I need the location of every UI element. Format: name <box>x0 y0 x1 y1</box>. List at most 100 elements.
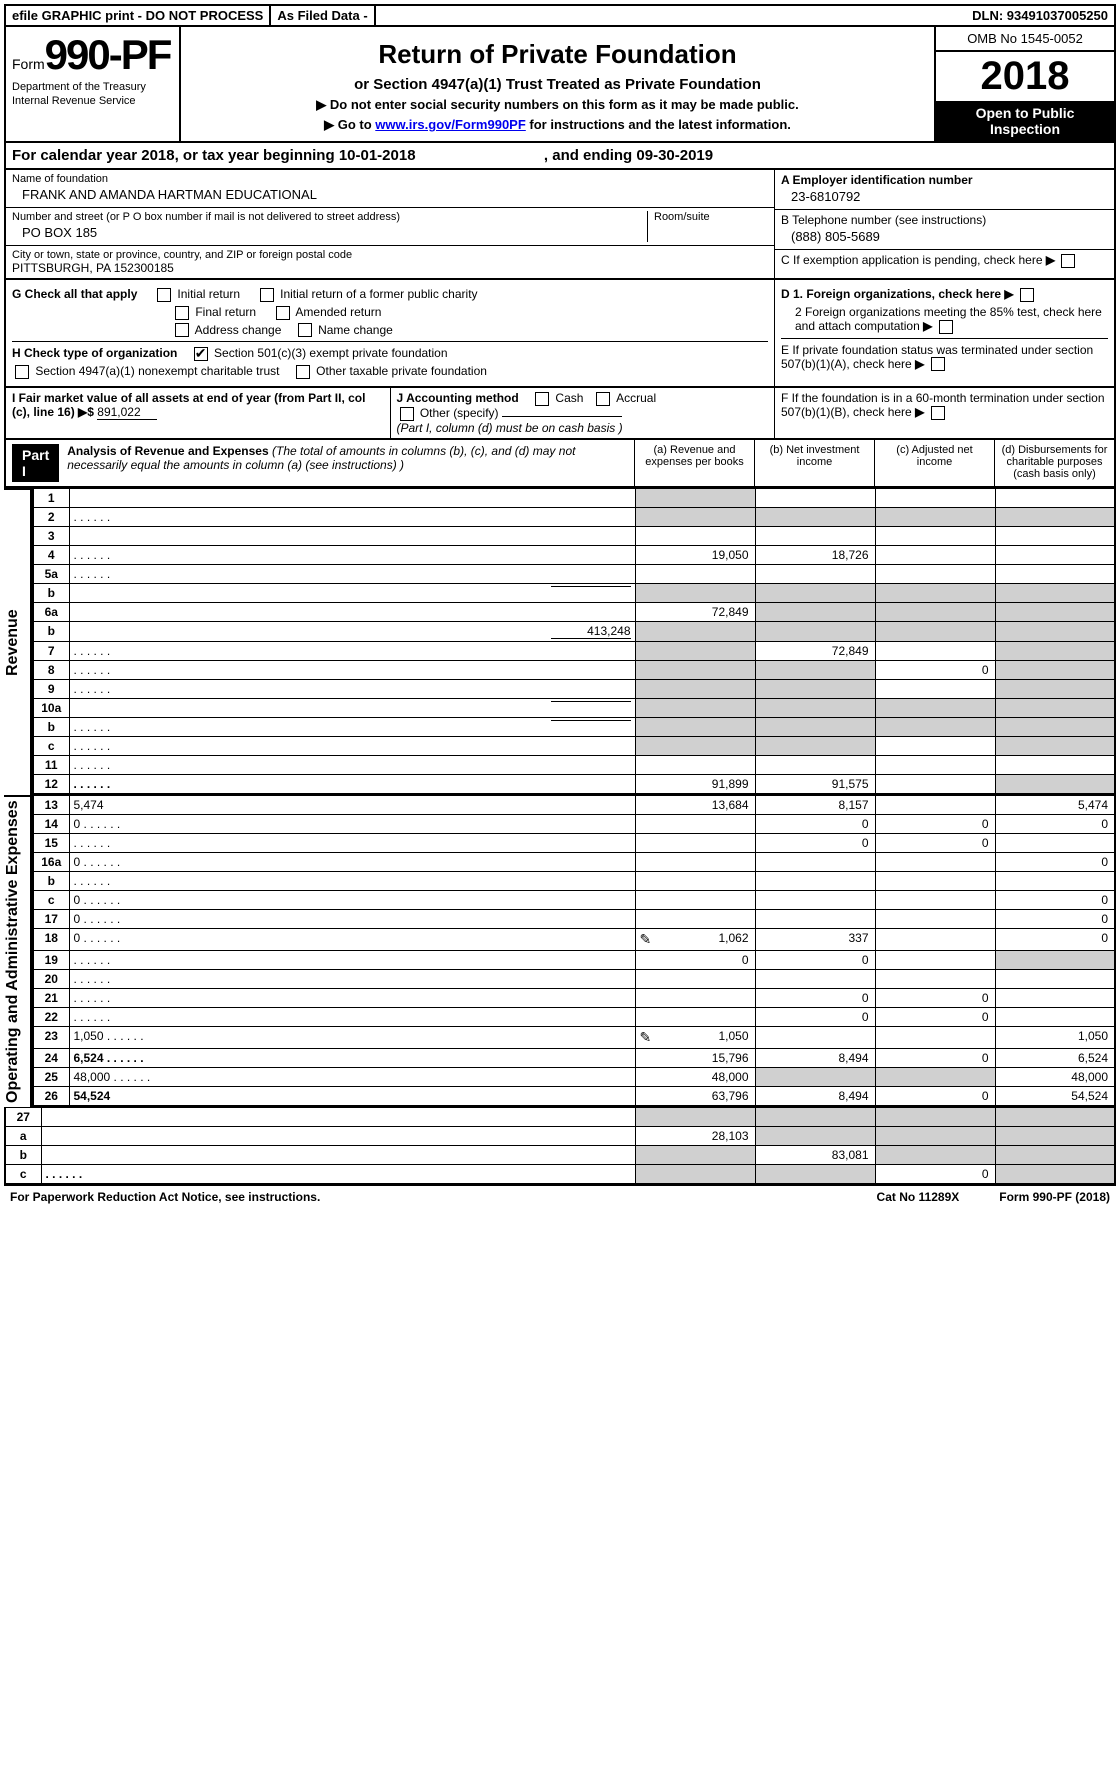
amount-cell <box>755 621 875 641</box>
amount-cell: 0 <box>995 890 1115 909</box>
line-number: 24 <box>33 1048 69 1067</box>
amount-cell: 8,494 <box>755 1048 875 1067</box>
amount-cell <box>755 507 875 526</box>
amount-cell: 0 <box>635 950 755 969</box>
amount-cell <box>875 871 995 890</box>
initial-return-checkbox[interactable] <box>157 288 171 302</box>
phone: (888) 805-5689 <box>781 227 1108 246</box>
amount-cell <box>635 1164 755 1184</box>
table-row: 170 . . . . . .0 <box>33 909 1115 928</box>
amount-cell <box>875 909 995 928</box>
amount-cell <box>635 755 755 774</box>
amount-cell <box>875 1107 995 1126</box>
amount-cell <box>875 641 995 660</box>
line-description: . . . . . . <box>69 545 635 564</box>
table-row: 4 . . . . . .19,05018,726 <box>33 545 1115 564</box>
amount-cell <box>875 488 995 507</box>
amount-cell <box>875 507 995 526</box>
city-label: City or town, state or province, country… <box>12 249 768 261</box>
amount-cell <box>755 1107 875 1126</box>
501c3-checkbox[interactable] <box>194 347 208 361</box>
table-row: 27 <box>5 1107 1115 1126</box>
final-return-checkbox[interactable] <box>175 306 189 320</box>
line-description: . . . . . . <box>69 833 635 852</box>
exemption-checkbox[interactable] <box>1061 254 1075 268</box>
amount-cell <box>995 621 1115 641</box>
line-number: 6a <box>33 602 69 621</box>
line-description: . . . . . . <box>69 969 635 988</box>
terminated-checkbox[interactable] <box>931 357 945 371</box>
amount-cell <box>995 698 1115 717</box>
amount-cell: 0 <box>755 814 875 833</box>
amount-cell <box>635 736 755 755</box>
calendar-year-line: For calendar year 2018, or tax year begi… <box>4 143 1116 170</box>
line-description: . . . . . . <box>69 717 635 736</box>
amount-cell <box>875 1145 995 1164</box>
pencil-icon[interactable]: ✎ <box>640 1029 652 1046</box>
amount-cell <box>635 1145 755 1164</box>
amount-cell: 1,050 <box>995 1026 1115 1048</box>
amount-cell: 0 <box>875 988 995 1007</box>
line-description: . . . . . . <box>69 988 635 1007</box>
amount-cell <box>995 641 1115 660</box>
former-charity-checkbox[interactable] <box>260 288 274 302</box>
amount-cell <box>635 988 755 1007</box>
fmv-value: 891,022 <box>97 405 157 420</box>
pencil-icon[interactable]: ✎ <box>640 931 652 948</box>
amount-cell: ✎1,050 <box>635 1026 755 1048</box>
other-method-checkbox[interactable] <box>400 407 414 421</box>
amount-cell <box>995 1145 1115 1164</box>
amount-cell <box>755 602 875 621</box>
amount-cell <box>995 679 1115 698</box>
amended-return-checkbox[interactable] <box>276 306 290 320</box>
amount-cell <box>995 1107 1115 1126</box>
revenue-sidelabel: Revenue <box>4 488 32 795</box>
amount-cell: 8,494 <box>755 1086 875 1106</box>
amount-cell: 19,050 <box>635 545 755 564</box>
cash-checkbox[interactable] <box>535 392 549 406</box>
line-description: 0 . . . . . . <box>69 852 635 871</box>
amount-cell <box>755 1164 875 1184</box>
h-label: H Check type of organization <box>12 346 177 360</box>
table-row: 6a72,849 <box>33 602 1115 621</box>
table-row: 2548,000 . . . . . .48,00048,000 <box>33 1067 1115 1086</box>
amount-cell: 0 <box>875 660 995 679</box>
net-table: 27a28,103b83,081c . . . . . .0 <box>4 1107 1116 1185</box>
line-number: 14 <box>33 814 69 833</box>
amount-cell <box>755 679 875 698</box>
amount-cell <box>875 621 995 641</box>
name-label: Name of foundation <box>12 173 768 185</box>
amount-cell <box>875 717 995 736</box>
line-number: 25 <box>33 1067 69 1086</box>
foreign-org-checkbox[interactable] <box>1020 288 1034 302</box>
4947-checkbox[interactable] <box>15 365 29 379</box>
line-number: 20 <box>33 969 69 988</box>
name-change-checkbox[interactable] <box>298 323 312 337</box>
60month-checkbox[interactable] <box>931 406 945 420</box>
col-a-header: (a) Revenue and expenses per books <box>634 440 754 486</box>
amount-cell <box>995 488 1115 507</box>
table-row: 21 . . . . . .00 <box>33 988 1115 1007</box>
table-row: 180 . . . . . .✎1,0623370 <box>33 928 1115 950</box>
address-change-checkbox[interactable] <box>175 323 189 337</box>
form-subtitle: or Section 4947(a)(1) Trust Treated as P… <box>191 76 924 93</box>
table-row: b <box>33 583 1115 602</box>
amount-cell <box>875 698 995 717</box>
other-taxable-checkbox[interactable] <box>296 365 310 379</box>
accrual-checkbox[interactable] <box>596 392 610 406</box>
table-row: 15 . . . . . .00 <box>33 833 1115 852</box>
amount-cell <box>875 774 995 794</box>
amount-cell <box>875 1067 995 1086</box>
irs-link[interactable]: www.irs.gov/Form990PF <box>375 117 526 132</box>
line-description: . . . . . . <box>69 564 635 583</box>
amount-cell <box>875 755 995 774</box>
line-number: c <box>33 736 69 755</box>
amount-cell <box>995 717 1115 736</box>
line-description: . . . . . . <box>69 736 635 755</box>
line-description: . . . . . . <box>69 641 635 660</box>
line-description: . . . . . . <box>69 871 635 890</box>
85pct-checkbox[interactable] <box>939 320 953 334</box>
line-number: 26 <box>33 1086 69 1106</box>
efile-notice: efile GRAPHIC print - DO NOT PROCESS <box>6 6 271 25</box>
amount-cell <box>995 507 1115 526</box>
